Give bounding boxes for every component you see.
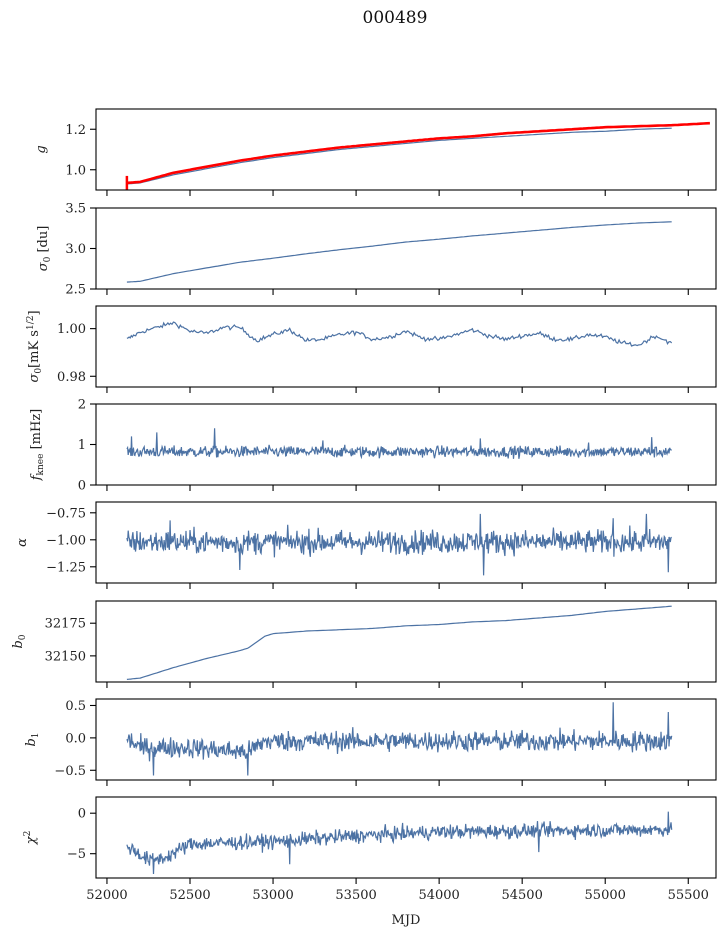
x-tick-label: 55500 — [668, 888, 709, 903]
series-line-alpha — [126, 513, 672, 576]
x-tick-label: 53000 — [252, 888, 293, 903]
y-axis-label: χ2 — [23, 831, 39, 846]
series-line-g — [126, 127, 672, 185]
y-tick-label: 1.00 — [57, 322, 86, 337]
y-axis-label: b1 — [24, 732, 41, 746]
x-tick-label: 54000 — [418, 888, 459, 903]
x-axis-label: MJD — [392, 913, 421, 928]
figure-title: 000489 — [363, 8, 428, 28]
y-tick-label: 0.0 — [65, 731, 86, 746]
x-tick-label: 54500 — [501, 888, 542, 903]
y-axis-label: σ0 [du] — [36, 226, 53, 272]
y-tick-label: −0.75 — [46, 506, 86, 521]
panels: 1.0 1.2 g 2.5 3.0 3.5 σ0 [du] 0.98 1.00 σ0[mK s1/… — [11, 108, 717, 903]
y-tick-label: 32150 — [45, 649, 86, 664]
series-line-g-red- — [126, 121, 710, 185]
y-axis-label: b0 — [11, 634, 28, 648]
series-line-sigma0-mk — [126, 321, 673, 347]
axes-frame — [95, 796, 717, 879]
y-axis-label: σ0[mK s1/2] — [26, 310, 44, 382]
x-tick-label: 52500 — [169, 888, 210, 903]
axes-frame — [95, 305, 717, 388]
x-tick-label: 52000 — [86, 888, 127, 903]
axes-frame — [95, 207, 717, 290]
panel-chi2: −5 0 52000 52500 53000 53500 54000 54500 55000 55… — [23, 796, 717, 903]
y-axis-label: α — [15, 538, 30, 547]
panel-b1: −0.5 0.0 0.5 b1 — [24, 698, 717, 786]
y-tick-label: 2 — [78, 398, 86, 413]
y-tick-label: 1.2 — [65, 123, 86, 138]
y-tick-label: 0.5 — [65, 699, 86, 714]
axes-frame — [95, 501, 717, 584]
panel-sigma0_mK: 0.98 1.00 σ0[mK s1/2] — [26, 305, 717, 393]
y-tick-label: 1.0 — [65, 163, 86, 178]
axes-frame — [95, 403, 717, 486]
series-line-b1 — [126, 702, 673, 776]
y-axis-label: fknee [mHz] — [29, 409, 46, 482]
y-tick-label: 3.0 — [65, 242, 86, 257]
y-tick-label: 2.5 — [65, 283, 86, 298]
axes-frame — [95, 698, 717, 781]
y-tick-label: −1.25 — [46, 560, 86, 575]
y-tick-label: −5 — [67, 847, 86, 862]
y-tick-label: 0 — [78, 479, 86, 494]
y-tick-label: 32175 — [45, 617, 86, 632]
panel-alpha: −1.25 −1.00 −0.75 α — [15, 501, 717, 589]
y-tick-label: 0 — [78, 807, 86, 822]
axes-frame — [95, 600, 717, 683]
x-tick-label: 55000 — [585, 888, 626, 903]
series-line-fknee — [126, 428, 672, 460]
panel-g: 1.0 1.2 g — [34, 108, 717, 196]
series-line-sigma0-du — [126, 221, 672, 283]
y-tick-label: −0.5 — [54, 764, 86, 779]
x-tick-label: 53500 — [335, 888, 376, 903]
panel-sigma0_du: 2.5 3.0 3.5 σ0 [du] — [36, 202, 717, 298]
series-line-b0 — [126, 605, 672, 680]
axes-frame — [95, 108, 717, 191]
series-line-chi2 — [126, 811, 673, 875]
panel-fknee: 0 1 2 fknee [mHz] — [29, 398, 717, 494]
y-tick-label: 1 — [78, 438, 86, 453]
y-tick-label: 0.98 — [57, 370, 86, 385]
y-axis-label: g — [34, 145, 49, 153]
y-tick-label: −1.00 — [46, 533, 86, 548]
panel-b0: 32150 32175 b0 — [11, 600, 717, 688]
y-tick-label: 3.5 — [65, 202, 86, 217]
